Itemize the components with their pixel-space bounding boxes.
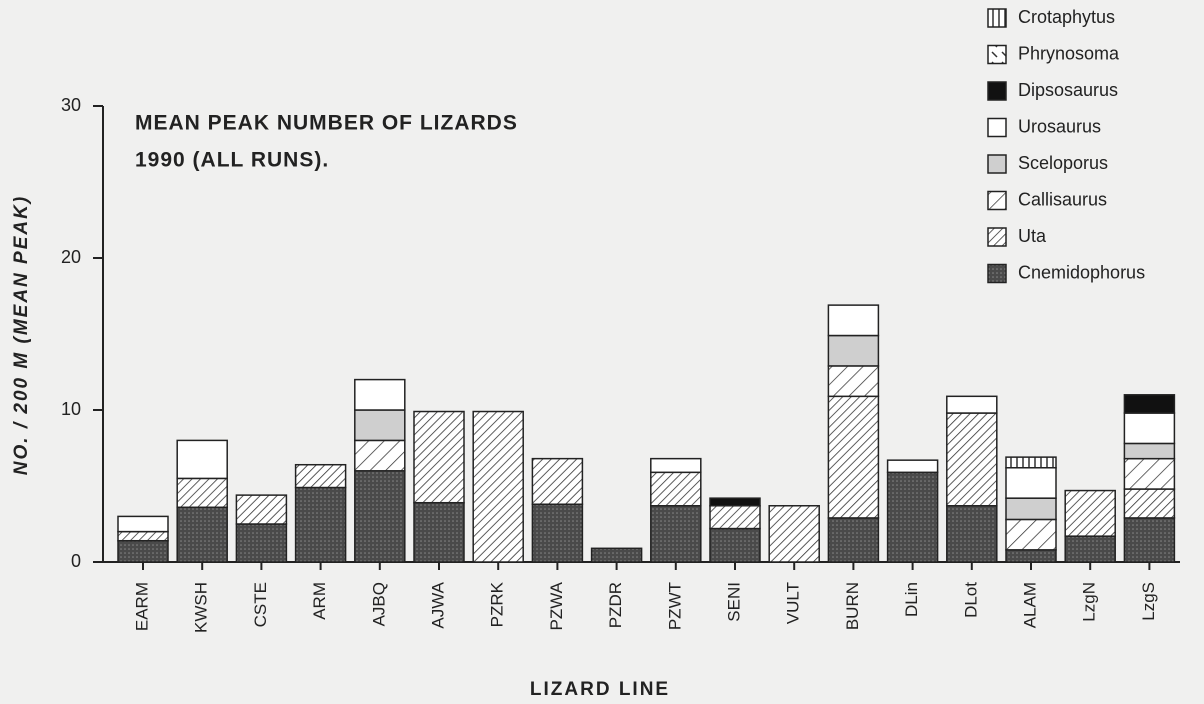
x-tick-label: AJBQ (369, 582, 388, 626)
bar-segment (886, 471, 939, 563)
x-tick-label: PZRK (488, 581, 507, 627)
bar-segment (413, 501, 465, 563)
bar-segment (117, 539, 169, 563)
x-tick-label: PZWT (665, 582, 684, 630)
legend-label: Uta (1018, 226, 1047, 246)
legend-swatch (987, 81, 1007, 101)
y-tick-label: 0 (71, 551, 81, 571)
bar-segment (650, 505, 702, 563)
bar-segment (709, 505, 761, 530)
bar-segment (235, 523, 288, 563)
y-tick-label: 10 (61, 399, 81, 419)
bar-segment (176, 506, 228, 563)
bar-segment (709, 527, 761, 563)
chart-title: 1990 (ALL RUNS). (135, 149, 329, 172)
bar-segment (650, 471, 702, 507)
bar-segment (946, 395, 998, 414)
bar-segment (1005, 467, 1057, 499)
bar-segment (1123, 442, 1176, 460)
legend-swatch (987, 8, 1007, 28)
bar-segment (117, 515, 169, 533)
chart-title: MEAN PEAK NUMBER OF LIZARDS (135, 112, 518, 135)
legend-label: Cnemidophorus (1018, 262, 1145, 282)
x-tick-label: LzgS (1139, 582, 1158, 621)
x-tick-label: BURN (843, 582, 862, 630)
bar-segment (117, 530, 169, 542)
bar-segment (946, 505, 998, 563)
legend-label: Sceloporus (1018, 153, 1108, 173)
bar-segment (1123, 488, 1176, 519)
x-tick-label: VULT (784, 582, 803, 624)
x-tick-label: EARM (132, 582, 151, 631)
bar-segment (354, 409, 406, 442)
x-tick-label: ALAM (1020, 582, 1039, 628)
bar-segment (1123, 457, 1176, 490)
bar-segment (946, 412, 998, 507)
bar-segment (354, 439, 406, 472)
bar-segment (531, 503, 584, 563)
bar-segment (886, 459, 939, 474)
x-tick-label: PZWA (547, 581, 566, 630)
bar-segment (827, 365, 880, 398)
y-axis-label: NO. / 200 M (MEAN PEAK) (11, 195, 32, 475)
bar-segment (1064, 535, 1116, 563)
bar-segment (827, 334, 880, 367)
legend-label: Phrynosoma (1018, 43, 1120, 63)
bar-segment (531, 457, 584, 505)
bar-segment (709, 497, 761, 507)
bar-segment (1064, 489, 1116, 537)
legend-label: Callisaurus (1018, 189, 1107, 209)
legend-label: Crotaphytus (1018, 7, 1115, 27)
bar-segment (472, 410, 524, 563)
bar-segment (176, 477, 228, 509)
x-tick-label: PZDR (606, 582, 625, 628)
bar-segment (294, 486, 347, 563)
x-tick-label: DLin (902, 582, 921, 617)
legend-swatch (987, 263, 1007, 284)
bar-segment (827, 304, 880, 337)
y-tick-label: 20 (61, 247, 81, 267)
legend-swatch (987, 44, 1007, 65)
legend-label: Urosaurus (1018, 116, 1101, 136)
bar-segment (294, 463, 347, 489)
y-tick-label: 30 (61, 95, 81, 115)
bar-segment (1005, 456, 1057, 469)
bar-segment (354, 470, 406, 563)
bar-segment (354, 378, 406, 411)
bar-segment (413, 410, 465, 504)
x-tick-label: SENI (724, 582, 743, 622)
x-tick-label: KWSH (192, 582, 211, 633)
bar-segment (235, 494, 288, 525)
x-tick-label: CSTE (251, 582, 270, 627)
x-tick-label: AJWA (428, 581, 447, 628)
bar-segment (590, 547, 643, 563)
bar-segment (827, 395, 880, 519)
bar-segment (1005, 497, 1057, 521)
x-tick-label: LzgN (1080, 582, 1099, 622)
bar-segment (650, 457, 702, 474)
x-tick-label: ARM (310, 582, 329, 620)
x-axis-label: LIZARD LINE (530, 679, 670, 700)
bar-segment (1005, 518, 1057, 551)
legend-swatch (987, 154, 1007, 174)
bar-segment (1123, 412, 1176, 445)
bar-segment (827, 517, 880, 563)
legend-swatch (987, 117, 1007, 138)
x-tick-label: DLot (961, 582, 980, 618)
bar-segment (176, 439, 228, 480)
legend-swatch (987, 227, 1007, 247)
bar-segment (1123, 394, 1176, 414)
legend-label: Dipsosaurus (1018, 80, 1118, 100)
bar-segment (768, 505, 820, 563)
bar-segment (1123, 517, 1176, 563)
bar-segment (1005, 549, 1057, 563)
legend-swatch (987, 190, 1007, 211)
